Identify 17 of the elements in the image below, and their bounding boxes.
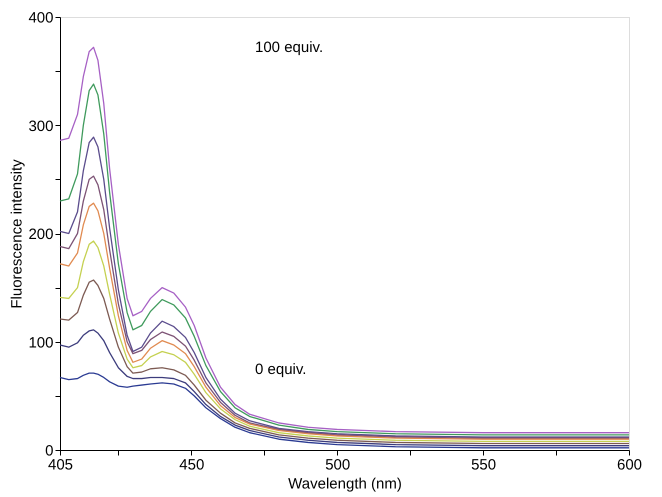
y-tick-label: 200 <box>28 226 54 243</box>
y-tick-label: 300 <box>28 118 54 135</box>
y-axis-title: Fluorescence intensity <box>8 158 26 309</box>
x-tick-label: 450 <box>179 456 204 474</box>
x-axis-title: Wavelength (nm) <box>288 476 402 492</box>
y-tick-label: 0 <box>45 442 54 460</box>
line-series <box>59 279 630 444</box>
x-tick-label: 550 <box>471 456 496 474</box>
x-tick-label: 600 <box>616 456 642 474</box>
x-tick-label: 500 <box>325 456 350 474</box>
line-series <box>59 329 630 446</box>
annotation: 0 equiv. <box>255 361 306 378</box>
line-series <box>59 240 630 442</box>
x-tick-label: 405 <box>48 456 74 474</box>
y-tick-label: 100 <box>28 334 54 352</box>
y-tick-label: 400 <box>28 10 54 26</box>
annotation: 100 equiv. <box>255 39 324 56</box>
